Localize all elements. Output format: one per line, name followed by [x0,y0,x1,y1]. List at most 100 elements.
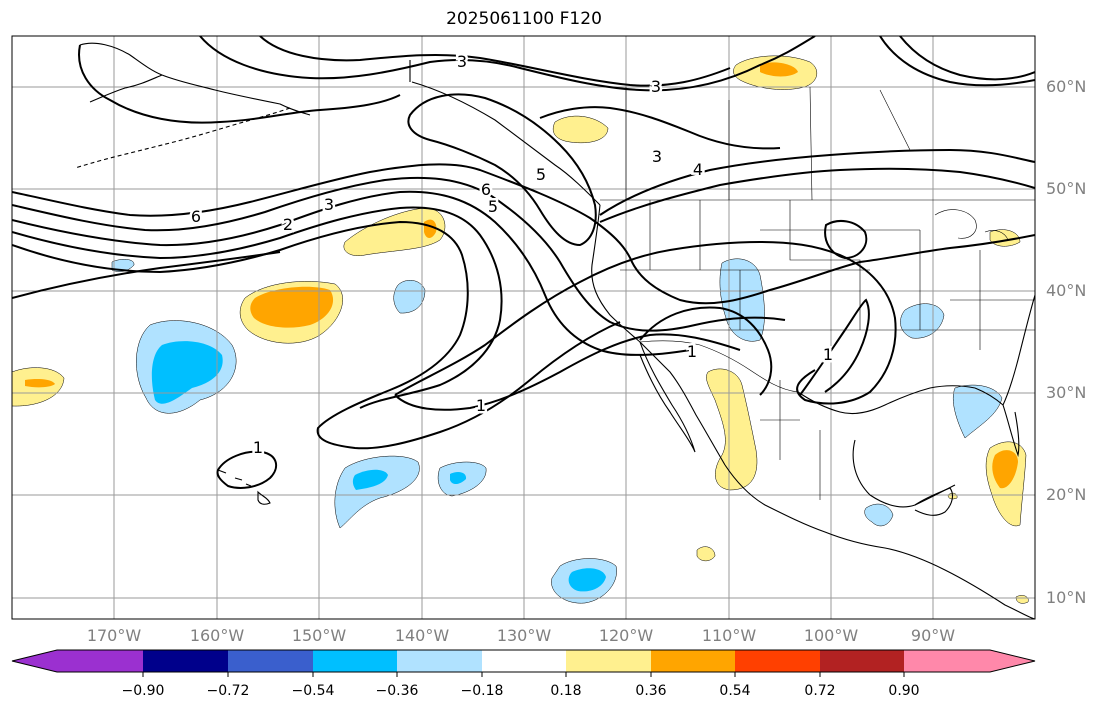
contour-6-main [12,163,1035,305]
contour-1-mexico [639,306,773,396]
colorbar-outline [11,649,1036,673]
contour-lines [12,36,1035,489]
pos-core-178w-31n [25,379,55,388]
contour-3-mid [259,36,731,87]
contour-5-northeast [899,36,1035,81]
contour-label: 1 [253,438,263,457]
contour-1-west [12,251,281,299]
canada-provinces [625,86,911,201]
colorbar-tick-label: 0.72 [804,683,836,699]
mexico-pacific-coast [724,464,1035,619]
pos-area-112w-14n [696,546,716,562]
contour-5 [12,176,786,332]
colorbar-segment [143,650,228,672]
contour-label: 1 [687,342,697,361]
contour-6-northeast [879,36,1035,87]
lat-label: 40°N [1046,281,1087,300]
neg-area-167w-43n [111,259,135,272]
contour-label-group: 3 3 3 4 5 6 6 5 3 2 1 1 1 1 [188,50,835,460]
florida [974,387,1020,458]
neg-area-145w-22n [334,455,420,529]
colorbar-tick-label: 0.36 [635,683,667,699]
alaska-panhandle [409,60,601,206]
lon-label: 100°W [803,626,859,645]
colorbar-segment [397,650,482,672]
contour-label: 3 [651,77,661,96]
contour-label: 6 [481,180,491,199]
neg-area-139w-40n [393,280,426,314]
colorbar-segment [313,650,397,672]
neg-area-93w-19n [864,503,894,527]
contour-label: 1 [823,345,833,364]
colorbar-tick-label: −0.72 [206,683,250,699]
colorbar-segment [651,650,735,672]
contour-3-north [199,36,816,92]
lat-label: 10°N [1046,588,1087,607]
colorbar-tick-label: 0.90 [888,683,920,699]
aleutian-chain [74,107,291,169]
contour-label: 3 [652,147,662,166]
pos-core-106w-61n [760,62,798,77]
alaska-coast [79,42,311,116]
gulf-coast [797,385,976,508]
colorbar-segment [482,650,566,672]
lat-label: 50°N [1046,179,1087,198]
neg-core-123w-11n [568,568,606,592]
contour-2 [12,220,621,450]
shading-negative-strong [151,341,606,592]
contour-label: 4 [693,160,703,179]
pos-area-140w-45n [343,207,446,256]
contour-1-loop [394,240,897,405]
colorbar [11,649,1036,677]
yucatan [914,487,954,516]
neg-core-136w-22n [450,471,467,485]
pos-core-153w-38n [250,286,334,328]
contour-label: 2 [283,215,293,234]
pos-area-111w-26n [706,368,758,491]
us-mexico-border [639,340,799,393]
lat-label: 20°N [1046,485,1087,504]
colorbar-segment [735,650,820,672]
colorbar-ticks [142,672,905,677]
contour-4-east [599,167,1035,223]
neg-core-160w-35n [151,341,223,404]
contour-label: 3 [324,195,334,214]
lat-label: 30°N [1046,383,1087,402]
great-lakes [934,209,1009,241]
colorbar-tick-label: −0.54 [291,683,335,699]
baja-california [639,341,696,453]
contour-1-texas [799,298,870,396]
contour-3-main [12,206,503,409]
map-frame [11,35,1036,620]
lon-label: 150°W [291,626,347,645]
contour-5-canada [539,106,781,150]
hawaii-islands [217,469,271,505]
figure-title: 2025061100 F120 [446,9,602,29]
lon-label: 90°W [910,626,956,645]
contour-label: 3 [457,52,467,71]
contour-5-loop [407,93,597,247]
colorbar-tick-label: −0.18 [460,683,504,699]
political-borders [600,86,1035,500]
lon-label: 110°W [701,626,757,645]
contour-label: 5 [488,197,498,216]
contour-1-sw [394,333,741,411]
lon-label: 160°W [189,626,245,645]
pos-core-83w-22n [992,450,1018,489]
colorbar-tick-label: −0.90 [121,683,165,699]
shading-positive-strong [25,62,1018,489]
contour-label: 1 [476,396,486,415]
lat-label: 60°N [1046,77,1087,96]
colorbar-tick-label: 0.18 [550,683,582,699]
colorbar-tick-label: 0.54 [719,683,751,699]
coastlines [74,42,1035,619]
colorbar-segment [228,650,313,672]
contour-3-east [599,148,1035,216]
contour-label: 5 [536,165,546,184]
lon-label: 120°W [598,626,654,645]
contour-1-hawaii [216,450,278,489]
neg-area-84w-30n [952,384,1003,439]
colorbar-segment [566,650,651,672]
lon-label: 140°W [394,626,450,645]
